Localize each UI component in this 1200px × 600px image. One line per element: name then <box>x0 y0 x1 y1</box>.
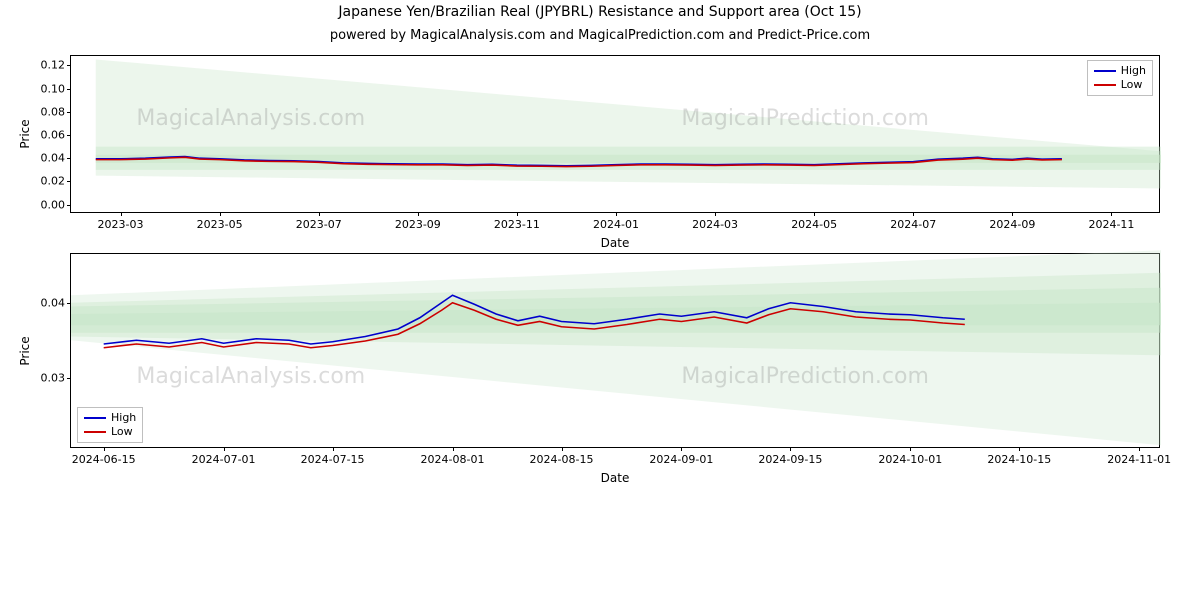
plot-svg <box>71 56 1159 212</box>
legend-item-low: Low <box>84 425 136 439</box>
legend-line-high <box>1094 70 1116 72</box>
legend-item-low: Low <box>1094 78 1146 92</box>
legend: HighLow <box>77 407 143 443</box>
legend-item-high: High <box>84 411 136 425</box>
legend-line-high <box>84 417 106 419</box>
legend-line-low <box>1094 84 1116 86</box>
legend-label-high: High <box>1121 64 1146 78</box>
legend: HighLow <box>1087 60 1153 96</box>
chart-lower: 0.030.042024-06-152024-07-012024-07-1520… <box>70 253 1160 448</box>
title-main: Japanese Yen/Brazilian Real (JPYBRL) Res… <box>0 4 1200 20</box>
xlabel: Date <box>601 471 630 485</box>
legend-item-high: High <box>1094 64 1146 78</box>
legend-line-low <box>84 431 106 433</box>
legend-label-low: Low <box>1121 78 1143 92</box>
xlabel: Date <box>601 236 630 250</box>
legend-label-low: Low <box>111 425 133 439</box>
ylabel: Price <box>18 119 32 148</box>
legend-label-high: High <box>111 411 136 425</box>
title-sub: powered by MagicalAnalysis.com and Magic… <box>0 28 1200 43</box>
plot-svg <box>71 254 1159 447</box>
chart-titles: Japanese Yen/Brazilian Real (JPYBRL) Res… <box>0 0 1200 43</box>
chart-upper: 0.000.020.040.060.080.100.122023-032023-… <box>70 55 1160 213</box>
ylabel: Price <box>18 336 32 365</box>
